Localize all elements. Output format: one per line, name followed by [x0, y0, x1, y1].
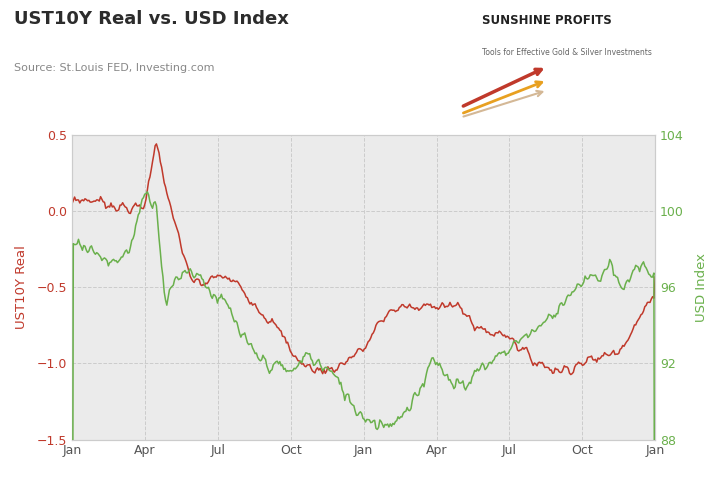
Text: Source: St.Louis FED, Investing.com: Source: St.Louis FED, Investing.com: [14, 63, 215, 73]
Text: UST10Y Real vs. USD Index: UST10Y Real vs. USD Index: [14, 10, 289, 28]
Y-axis label: UST10Y Real: UST10Y Real: [15, 245, 28, 329]
Text: Tools for Effective Gold & Silver Investments: Tools for Effective Gold & Silver Invest…: [482, 48, 652, 57]
Text: SUNSHINE PROFITS: SUNSHINE PROFITS: [482, 14, 612, 28]
Y-axis label: USD Index: USD Index: [695, 253, 708, 322]
